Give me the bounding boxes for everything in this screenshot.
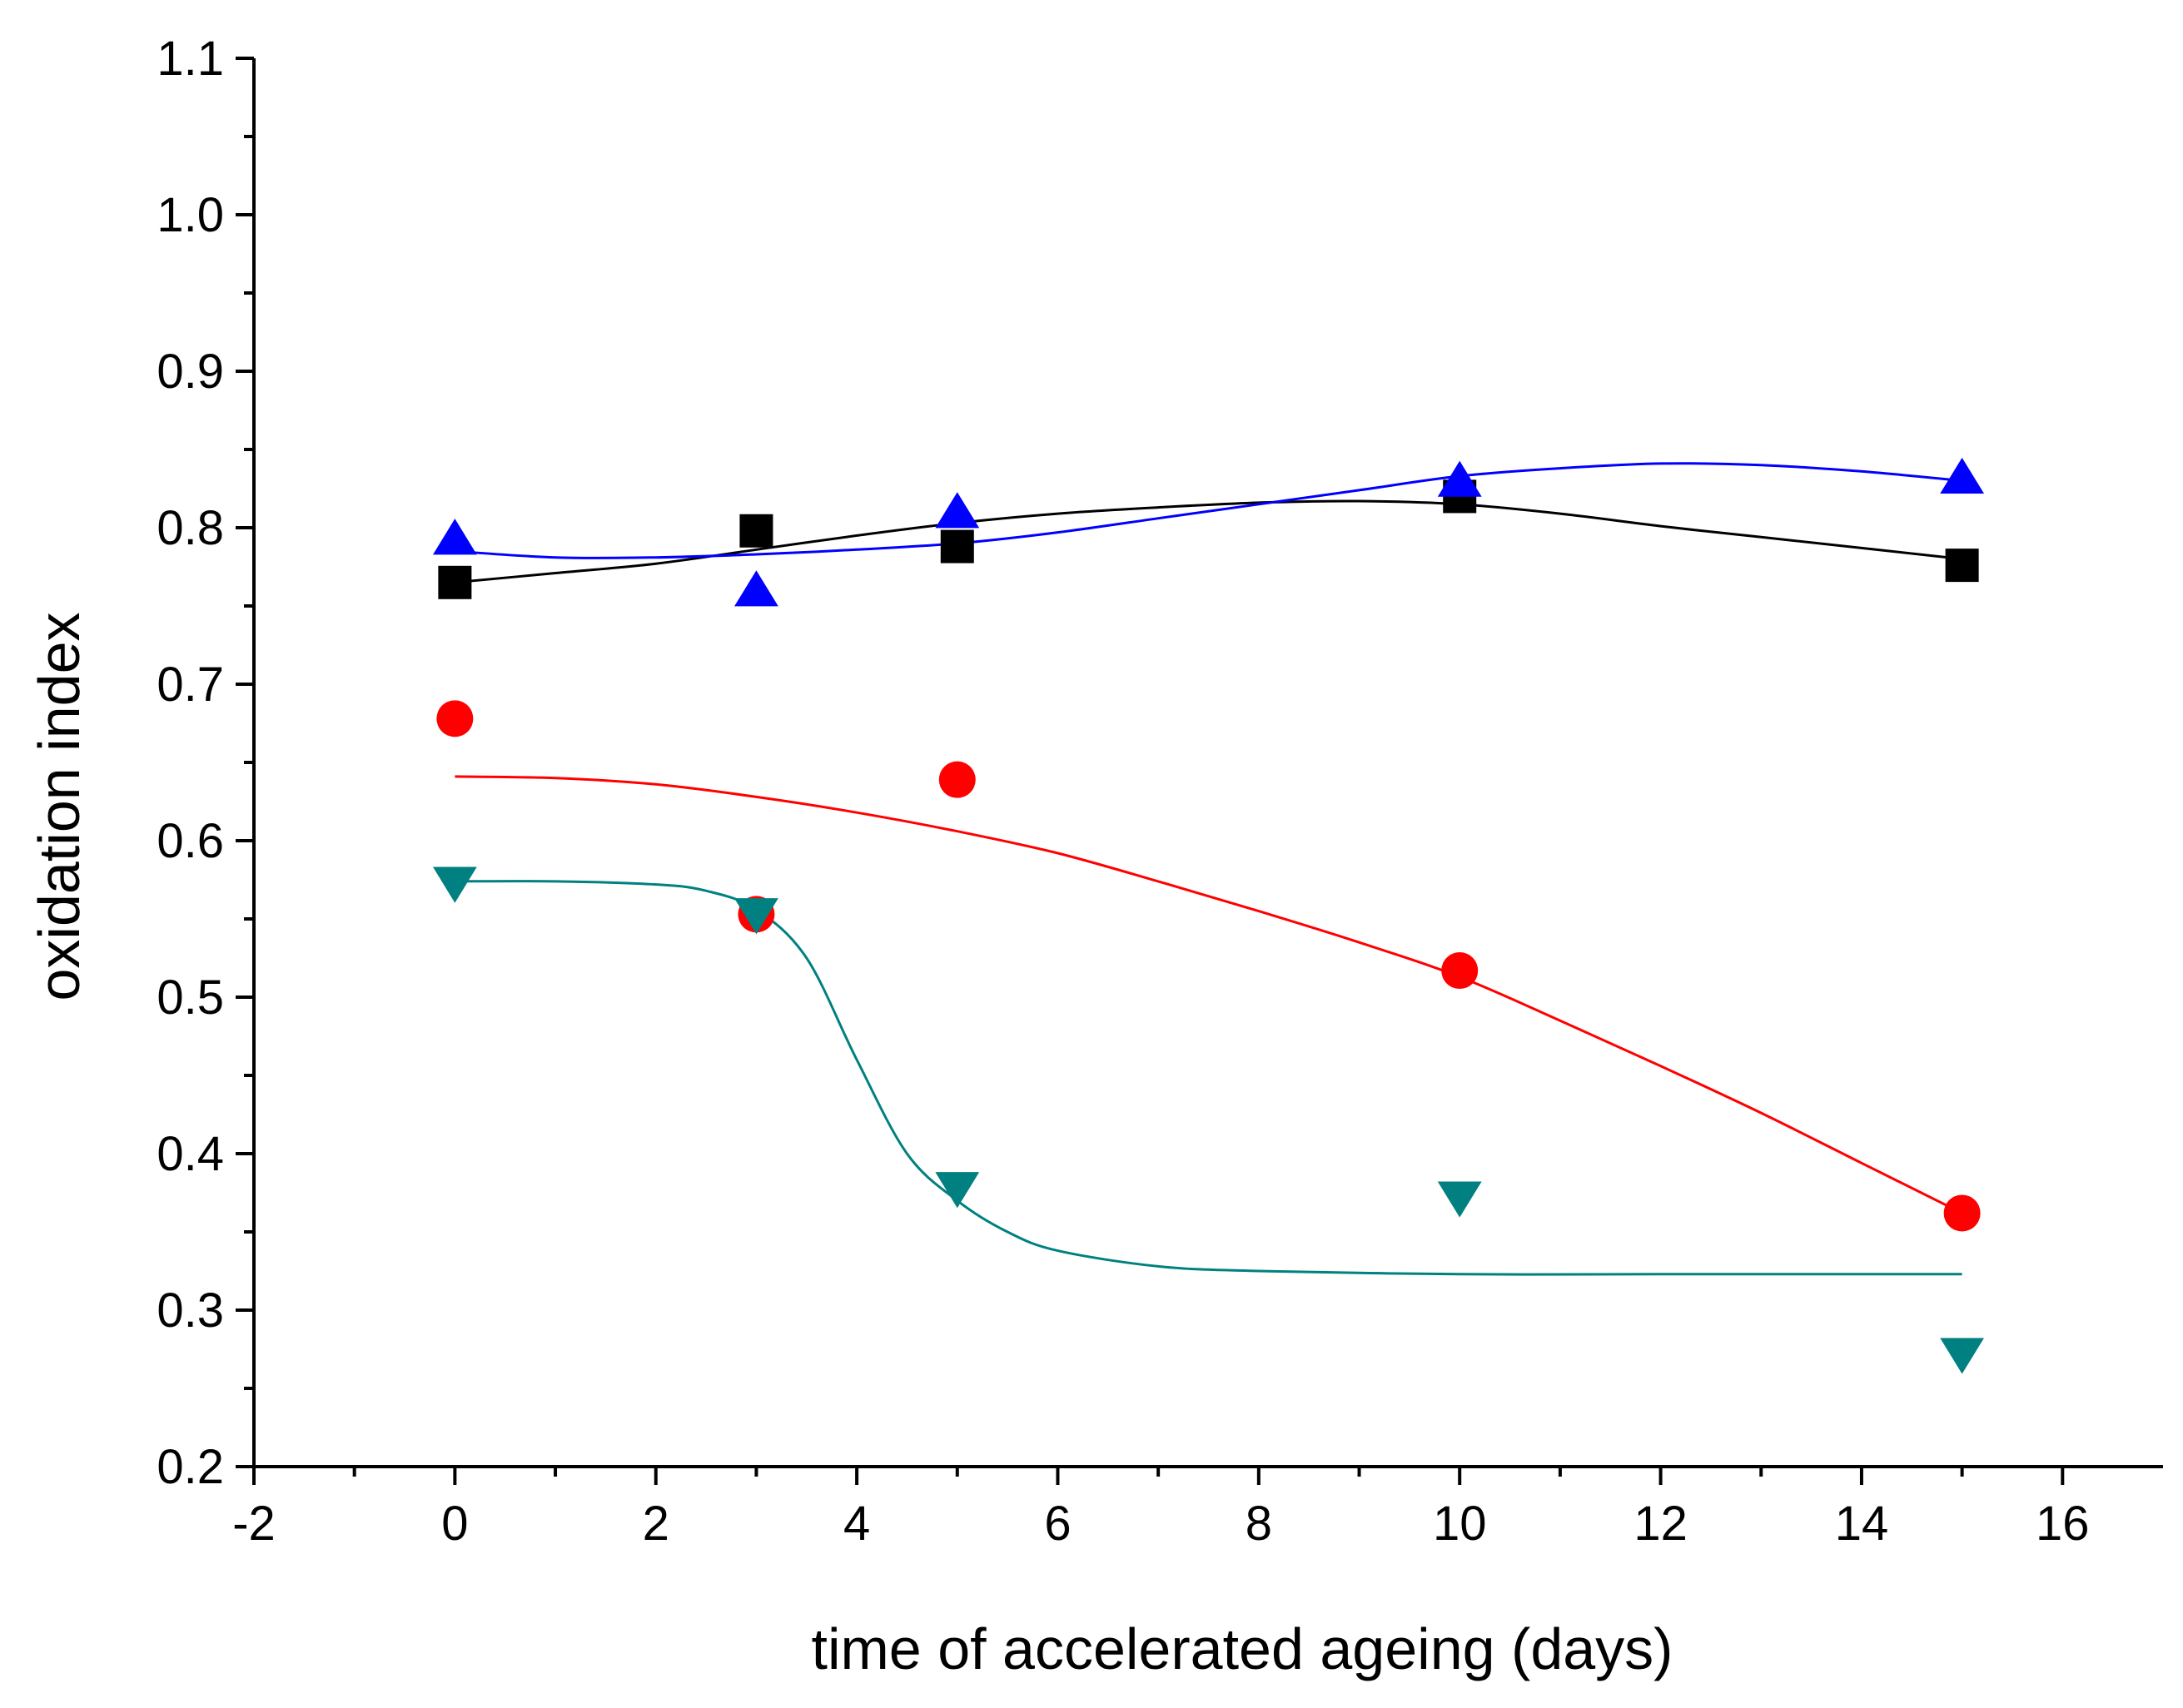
data-point-teal-triangles [935,1172,980,1209]
data-point-red-circles [1943,1194,1981,1232]
x-tick-label: 4 [843,1497,870,1551]
x-tick-label: 2 [643,1497,669,1551]
data-point-red-circles [938,761,976,798]
x-tick-label: 16 [2036,1497,2090,1551]
fit-line-red-circles [455,775,1963,1214]
data-point-black-squares [739,514,773,548]
data-point-black-squares [438,565,472,599]
y-tick-label: 0.7 [157,658,224,712]
data-point-blue-triangles [1940,457,1985,494]
x-tick-label: -2 [232,1497,276,1551]
y-tick-label: 1.0 [157,188,224,242]
data-point-teal-triangles [734,898,778,935]
y-tick-label: 0.2 [157,1440,224,1494]
data-point-blue-triangles [935,492,980,529]
fit-line-black-squares [455,499,1962,584]
x-axis-title: time of accelerated ageing (days) [812,1616,1673,1681]
data-point-blue-triangles [1437,460,1482,497]
data-point-black-squares [1945,549,1979,583]
fit-line-teal-triangles [455,880,1962,1276]
data-point-black-squares [940,529,974,564]
x-tick-label: 0 [441,1497,468,1551]
data-point-blue-triangles [734,570,778,607]
data-point-red-circles [436,700,474,737]
data-point-teal-triangles [432,866,477,903]
y-tick-label: 0.8 [157,501,224,555]
data-point-blue-triangles [432,519,477,555]
x-tick-label: 14 [1835,1497,1889,1551]
y-tick-label: 0.4 [157,1127,224,1181]
fit-lines [455,462,1963,1276]
x-tick-label: 8 [1246,1497,1272,1551]
x-tick-label: 12 [1634,1497,1688,1551]
y-tick-label: 0.5 [157,971,224,1025]
y-tick-label: 1.1 [157,32,224,86]
fit-line-blue-triangles [455,462,1962,559]
y-tick-label: 0.6 [157,814,224,868]
y-tick-label: 0.3 [157,1283,224,1338]
x-tick-label: 10 [1433,1497,1487,1551]
axes: 0.2 0.3 0.4 0.5 0.6 0.7 0.8 0.9 1.0 1.1 -2 0 2 4 6 8 10 1… [157,32,2163,1551]
data-points [432,457,1985,1374]
y-tick-label: 0.9 [157,345,224,399]
data-point-teal-triangles [1940,1338,1985,1374]
data-point-teal-triangles [1437,1181,1482,1218]
x-tick-label: 6 [1044,1497,1071,1551]
y-axis-title: oxidation index [27,613,92,1001]
data-point-red-circles [1441,952,1479,990]
